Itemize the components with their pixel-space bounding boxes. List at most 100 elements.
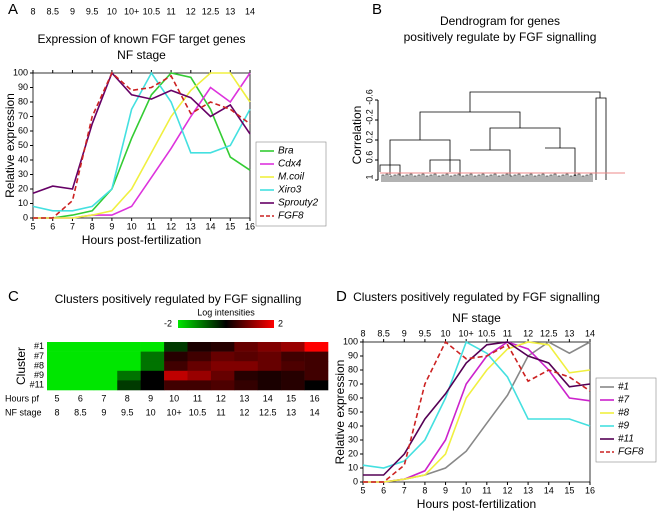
nf-stage-label: 9 [101,407,106,417]
nf-stage-label: 10 [146,407,156,417]
leaf [473,175,477,182]
heat-cell [234,361,259,372]
x-tick-label: 13 [523,485,533,495]
series-line [33,71,251,219]
heat-cell [304,351,329,362]
hour-label: 6 [78,393,83,403]
heat-cell [304,370,329,381]
x2-tick-label: 12.5 [202,6,220,16]
nf-stage-label: 9.5 [121,407,134,417]
x2-tick-label: 10+ [124,6,139,16]
nf-stage-label: 13 [286,407,296,417]
x2-tick-label: 10.5 [143,6,161,16]
leaf [533,175,537,182]
heat-cell [304,361,329,372]
heat-cell [187,342,212,352]
heat-cell [257,342,282,352]
heat-cell [70,342,95,352]
legend-label: #11 [618,434,634,445]
leaf [513,174,517,182]
x2-tick-label: 11 [166,6,175,16]
row-label: #7 [34,351,44,361]
y-tick-label: -0.6 [364,89,374,105]
nf-stage-label: 14 [310,407,320,417]
leaf [469,173,473,182]
legend-label: FGF8 [618,447,644,458]
heat-cell [117,351,141,362]
series-line [362,340,591,469]
y-tick-label: 80 [18,96,28,106]
nf-label: NF stage [5,407,42,417]
series-line [32,71,251,195]
heat-cell [70,370,95,381]
leaf [545,175,549,182]
y-axis-label: Correlation [350,106,364,165]
panel-label: B [372,1,382,18]
chart-title: Clusters positively regulated by FGF sig… [55,292,302,306]
x2-tick-label: 12 [523,328,533,338]
heat-cell [304,342,329,352]
leaf [509,175,513,182]
hour-label: 12 [216,393,226,403]
nf-stage-label: 10.5 [189,407,207,417]
heat-cell [47,361,71,372]
x-tick-label: 10 [127,221,137,231]
leaf [497,175,501,182]
panel-label: D [336,288,347,305]
hour-label: 14 [263,393,273,403]
leaf [417,174,421,182]
heat-cell [257,370,282,381]
series-line [363,341,591,476]
colorbar-label: Log intensities [197,307,255,317]
leaf [465,174,469,182]
heat-cell [257,351,282,362]
leaf [429,174,433,182]
x2-tick-label: 8 [30,6,35,16]
leaf [461,175,465,182]
x2-tick-label: 12.5 [540,328,558,338]
legend-label: #8 [618,408,630,419]
y-tick-label: 20 [348,448,358,458]
colorbar-tick: 2 [278,318,283,328]
x2-tick-label: 9 [70,6,75,16]
x-tick-label: 11 [482,485,491,495]
heat-cell [257,380,282,391]
x2-tick-label: 11 [503,328,512,338]
hour-label: 5 [54,393,59,403]
heat-cell [164,342,188,352]
y-tick-label: 40 [18,154,28,164]
chart-title: Expression of known FGF target genes [37,32,245,46]
y-tick-label: 30 [348,434,358,444]
chart-title: Dendrogram for genes [440,14,560,28]
heat-cell [93,351,118,362]
dendrogram-tree [379,91,607,180]
leaf [389,175,393,182]
panel-label: C [8,288,19,305]
legend-label: Xiro3 [277,185,302,196]
leaf [489,174,493,182]
row-axis-label: Cluster [14,347,28,385]
series-line [363,340,591,483]
leaf [585,174,589,182]
y-tick-label: 100 [343,336,358,346]
leaf [385,173,389,182]
y-tick-label: 30 [18,169,28,179]
leaf [537,174,541,182]
x2-tick-label: 9.5 [86,6,99,16]
hour-label: 7 [101,393,106,403]
y-tick-label: 60 [348,392,358,402]
series-line [33,72,251,219]
heat-cell [210,351,235,362]
x-axis-label: Hours post-fertilization [417,497,536,511]
heat-cell [234,380,259,391]
heat-cell [117,370,141,381]
leaf [485,175,489,182]
y-tick-label: 1 [364,174,374,179]
x-tick-label: 11 [147,221,156,231]
hour-label: 16 [310,393,320,403]
y-axis-label: Relative expression [3,93,17,198]
x2-tick-label: 13 [564,328,574,338]
leaf [405,174,409,182]
heat-cell [93,342,118,352]
y-tick-label: 0 [23,212,28,222]
